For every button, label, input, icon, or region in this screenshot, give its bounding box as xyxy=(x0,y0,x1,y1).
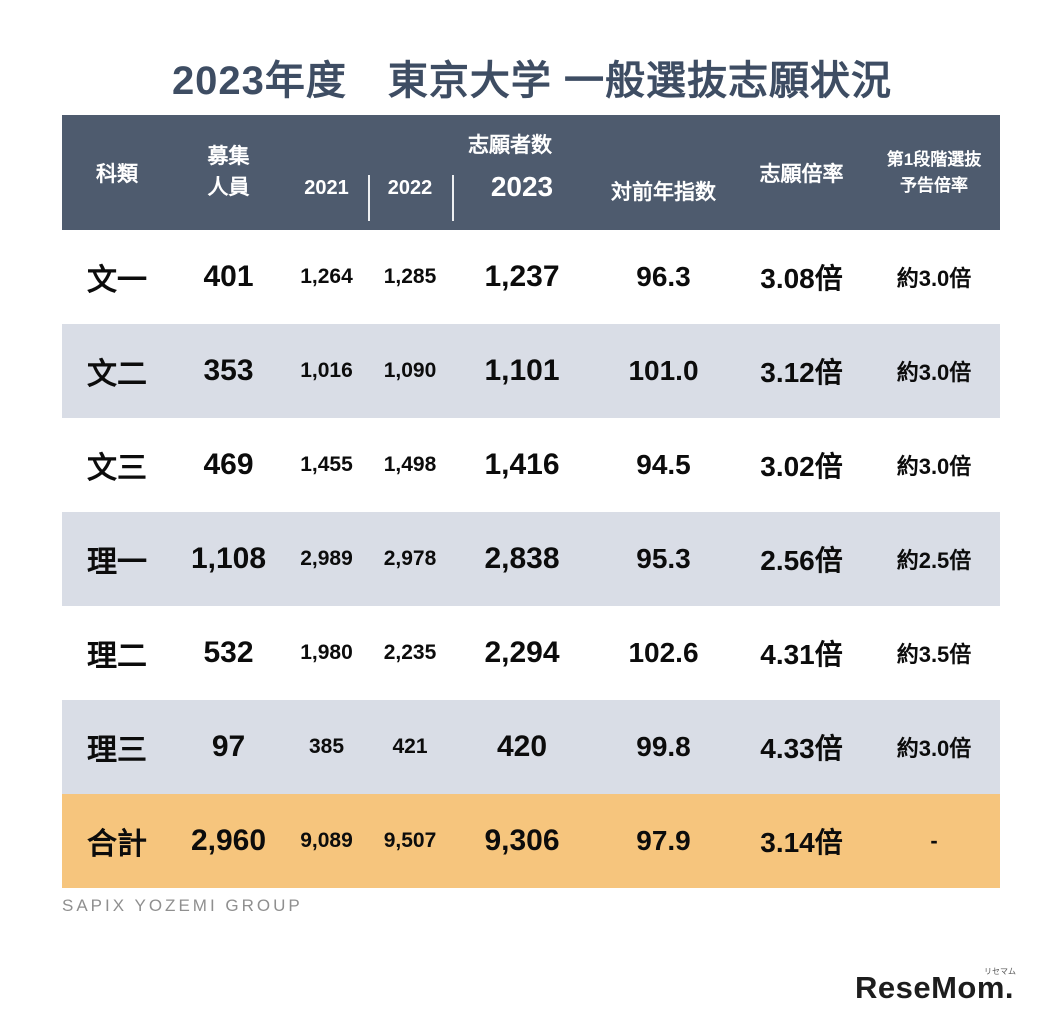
col-header-2023: 2023 xyxy=(452,161,592,230)
cell-capacity: 469 xyxy=(203,448,254,481)
cell-2022: 421 xyxy=(392,735,428,758)
cell-capacity: 353 xyxy=(203,354,254,387)
cell-2023: 420 xyxy=(496,730,548,763)
cell-2022: 2,235 xyxy=(383,641,437,664)
cell-ratio: 4.33倍 xyxy=(760,733,843,764)
cell-2023: 2,838 xyxy=(484,542,560,575)
cell-first-stage: 約3.0倍 xyxy=(896,266,972,291)
cell-yoy-index: 99.8 xyxy=(636,731,691,762)
cell-yoy-index: 96.3 xyxy=(636,261,691,292)
cell-yoy-index: 97.9 xyxy=(636,825,691,856)
cell-ratio: 3.08倍 xyxy=(760,263,843,294)
cell-2021: 385 xyxy=(308,735,345,758)
col-header-yoy-index: 対前年指数 xyxy=(611,181,716,204)
table-header: 科類 募集 人員 志願者数 2021 2022 2023 対前年指数 志願倍率 … xyxy=(62,115,1000,230)
cell-yoy-index: 101.0 xyxy=(628,355,699,386)
col-header-first-stage: 第1段階選抜 予告倍率 xyxy=(868,115,1000,230)
page-title: 2023年度 東京大学 一般選抜志願状況 xyxy=(171,59,893,103)
cell-first-stage: 約3.0倍 xyxy=(896,360,972,385)
cell-ratio: 3.14倍 xyxy=(760,827,843,858)
resemom-logo-ruby: リセマム xyxy=(984,967,1016,976)
col-header-2022: 2022 xyxy=(368,161,452,230)
cell-2022: 1,285 xyxy=(383,265,437,288)
cell-capacity: 97 xyxy=(211,730,246,763)
col-header-ratio: 志願倍率 xyxy=(759,162,844,186)
resemom-logo: ReseMom. リセマム xyxy=(854,967,1016,1006)
cell-2021: 1,455 xyxy=(300,453,353,476)
cell-capacity: 401 xyxy=(203,260,254,293)
cell-2023: 1,101 xyxy=(484,354,560,387)
cell-first-stage: - xyxy=(930,828,938,853)
cell-ratio: 4.31倍 xyxy=(760,639,843,670)
cell-2023: 1,416 xyxy=(484,448,560,481)
cell-first-stage: 約3.0倍 xyxy=(896,454,972,479)
cell-category: 文二 xyxy=(87,358,147,391)
cell-capacity: 1,108 xyxy=(190,542,267,575)
cell-2021: 9,089 xyxy=(300,829,353,852)
table-row-ri3: 理三 97 385 421 420 99.8 4.33倍 約3.0倍 xyxy=(62,700,1000,794)
col-header-2021: 2021 xyxy=(304,177,349,199)
table-row-total: 合計 2,960 9,089 9,507 9,306 97.9 3.14倍 - xyxy=(62,794,1000,888)
table-row-bun2: 文二 353 1,016 1,090 1,101 101.0 3.12倍 約3.… xyxy=(62,324,1000,418)
cell-yoy-index: 95.3 xyxy=(636,543,691,574)
col-header-category: 科類 xyxy=(96,162,138,186)
resemom-logo-text: ReseMom. xyxy=(854,970,1014,1005)
cell-yoy-index: 94.5 xyxy=(636,449,691,480)
cell-first-stage: 約3.5倍 xyxy=(896,642,972,667)
table-row-bun1: 文一 401 1,264 1,285 1,237 96.3 3.08倍 約3.0… xyxy=(62,230,1000,324)
cell-category: 理二 xyxy=(87,640,147,673)
table-row-ri2: 理二 532 1,980 2,235 2,294 102.6 4.31倍 約3.… xyxy=(62,606,1000,700)
cell-2022: 9,507 xyxy=(383,829,437,852)
col-header-capacity-line1: 募集 xyxy=(207,145,250,169)
cell-ratio: 3.12倍 xyxy=(760,357,843,388)
cell-2022: 2,978 xyxy=(383,547,437,570)
col-header-applicants-group: 志願者数 xyxy=(468,134,552,157)
cell-capacity: 532 xyxy=(203,636,254,669)
cell-yoy-index: 102.6 xyxy=(628,637,699,668)
col-header-capacity-line2: 人員 xyxy=(207,175,250,199)
col-header-capacity: 募集 人員 xyxy=(172,115,285,230)
cell-category: 文三 xyxy=(87,452,147,485)
admissions-table: 科類 募集 人員 志願者数 2021 2022 2023 対前年指数 志願倍率 … xyxy=(62,115,1000,888)
cell-category: 合計 xyxy=(87,828,147,861)
sapix-yozemi-group-wordmark: SAPIX YOZEMI GROUP xyxy=(62,896,303,915)
cell-2023: 9,306 xyxy=(484,824,560,857)
cell-2021: 2,989 xyxy=(300,547,353,570)
cell-first-stage: 約3.0倍 xyxy=(896,736,972,761)
cell-ratio: 3.02倍 xyxy=(760,451,843,482)
cell-2021: 1,016 xyxy=(300,359,353,382)
cell-category: 文一 xyxy=(87,264,147,297)
cell-category: 理一 xyxy=(87,546,147,579)
cell-category: 理三 xyxy=(87,734,147,767)
cell-first-stage: 約2.5倍 xyxy=(896,548,972,573)
col-header-first-stage-line2: 予告倍率 xyxy=(900,175,968,195)
cell-capacity: 2,960 xyxy=(190,824,267,857)
cell-2021: 1,980 xyxy=(300,641,353,664)
table-row-bun3: 文三 469 1,455 1,498 1,416 94.5 3.02倍 約3.0… xyxy=(62,418,1000,512)
col-header-first-stage-line1: 第1段階選抜 xyxy=(886,150,982,169)
cell-2023: 2,294 xyxy=(484,636,560,669)
cell-2022: 1,090 xyxy=(383,359,437,382)
cell-2022: 1,498 xyxy=(383,453,437,476)
table-row-ri1: 理一 1,108 2,989 2,978 2,838 95.3 2.56倍 約2… xyxy=(62,512,1000,606)
cell-2023: 1,237 xyxy=(484,260,560,293)
cell-ratio: 2.56倍 xyxy=(760,545,843,576)
cell-2021: 1,264 xyxy=(300,265,353,288)
